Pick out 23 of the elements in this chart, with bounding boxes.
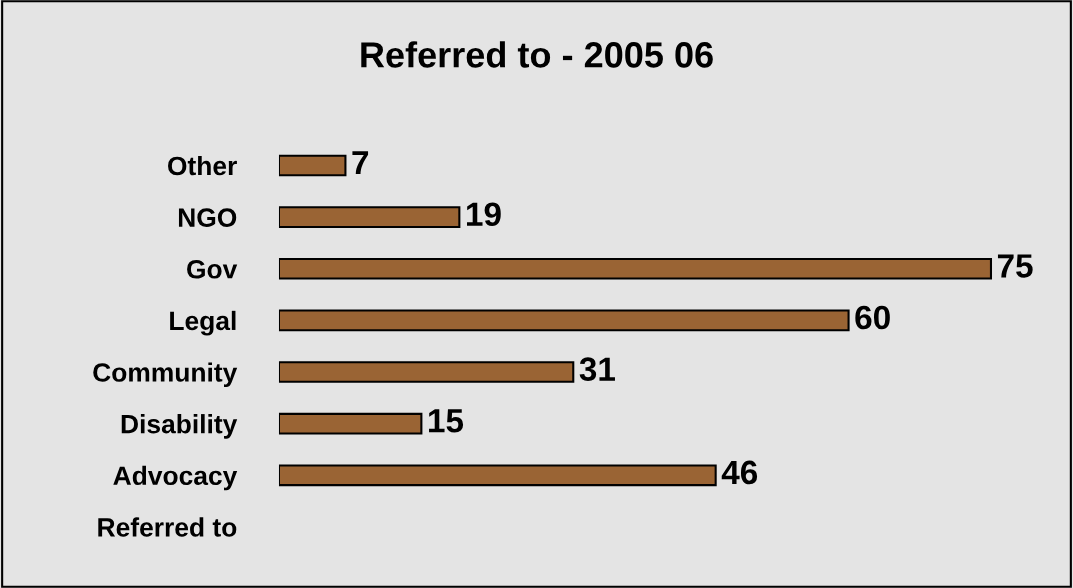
y-tick-label: Legal: [170, 310, 236, 336]
y-tick-label: NGO: [178, 208, 237, 227]
data-label: 75: [997, 254, 1033, 278]
y-tick-label: Gov: [187, 259, 238, 279]
data-label: 7: [352, 151, 369, 175]
y-tick-label: Advocacy: [113, 465, 238, 491]
bar: [278, 309, 850, 332]
data-label: 15: [429, 409, 464, 433]
bar: [278, 361, 575, 383]
chart-title: Referred to - 2005 06: [361, 41, 713, 68]
bar: [278, 412, 423, 435]
data-label: 31: [579, 357, 615, 382]
data-label: 19: [467, 202, 501, 227]
data-label: 46: [721, 460, 758, 485]
bar: [278, 206, 461, 228]
bar: [278, 464, 717, 487]
y-tick-label: Referred to: [98, 517, 237, 537]
bar: [278, 154, 347, 177]
y-tick-label: Community: [93, 362, 238, 388]
data-label: 60: [855, 305, 890, 330]
y-tick-label: Other: [168, 155, 237, 176]
bar: [278, 257, 993, 280]
y-tick-label: Disability: [121, 414, 238, 439]
